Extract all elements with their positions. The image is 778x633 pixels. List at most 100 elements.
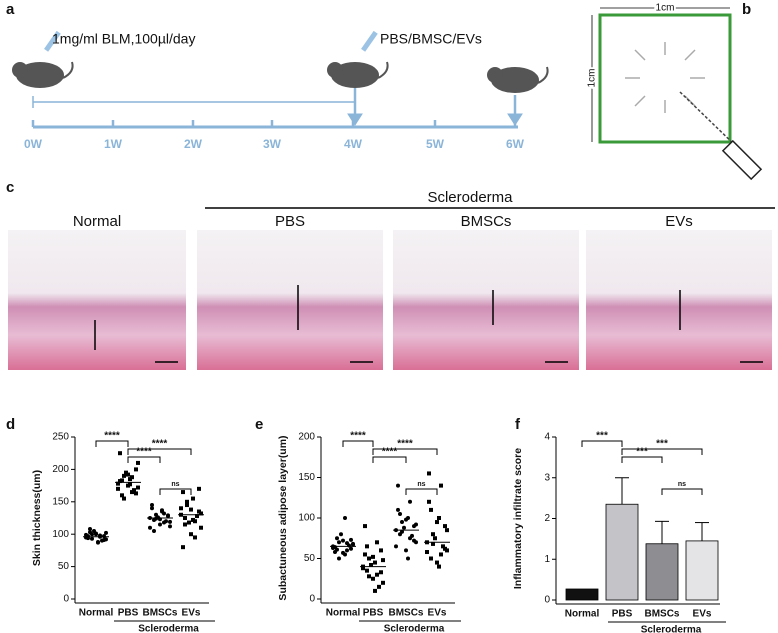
week-label: 2W (184, 137, 203, 151)
size-label: 1cm (587, 69, 598, 88)
data-point (120, 478, 124, 483)
data-point (136, 460, 140, 465)
x-tick-label: EVs (693, 609, 712, 620)
y-axis-title: Inflammatory infiltrate score (512, 448, 524, 589)
significance-label: ns (171, 481, 179, 488)
significance-bracket (159, 488, 192, 495)
significance-bracket (372, 456, 407, 463)
data-point (181, 490, 185, 495)
data-point (92, 528, 96, 533)
group-label: Scleroderma (138, 624, 199, 633)
x-tick-label: EVs (428, 608, 447, 619)
bar (565, 588, 599, 601)
significance-label: **** (104, 431, 120, 442)
data-point (363, 524, 367, 529)
data-point (116, 486, 120, 491)
treatment-label: 1mg/ml BLM,100µl/day (52, 31, 195, 47)
histology-label: EVs (665, 213, 693, 230)
data-point (162, 511, 166, 516)
data-point (122, 496, 126, 501)
y-tick-label: 2 (544, 513, 550, 524)
data-point (441, 544, 445, 549)
data-point (427, 471, 431, 476)
significance-bracket (342, 440, 374, 447)
data-point (425, 550, 429, 555)
y-tick-label: 50 (58, 561, 70, 572)
x-tick-label: BMSCs (388, 608, 423, 619)
significance-bracket (95, 440, 129, 447)
injection-square (598, 13, 732, 144)
significance-label: ns (417, 481, 425, 488)
data-point (369, 562, 373, 567)
y-axis-title: Skin thickness(um) (31, 470, 43, 566)
data-point (187, 520, 191, 525)
data-point (445, 528, 449, 533)
data-point (130, 475, 134, 480)
data-point (375, 572, 379, 577)
data-point (410, 533, 414, 538)
data-point (345, 548, 349, 553)
data-point (189, 532, 193, 537)
significance-bracket (127, 448, 192, 455)
data-point (136, 485, 140, 490)
data-point (429, 507, 433, 512)
y-tick-label: 4 (544, 432, 550, 443)
data-point (439, 483, 443, 488)
y-tick-label: 150 (298, 472, 315, 483)
data-point (367, 574, 371, 579)
data-point (150, 503, 154, 508)
data-point (361, 566, 365, 571)
data-point (90, 536, 94, 541)
x-tick-label: BMSCs (644, 609, 679, 620)
panel-label: b (742, 1, 751, 18)
week-label: 1W (104, 137, 123, 151)
data-point (197, 486, 201, 491)
data-point (379, 548, 383, 553)
data-point (406, 556, 410, 561)
y-tick-label: 3 (544, 472, 550, 483)
x-tick-label: EVs (182, 608, 201, 619)
data-point (431, 532, 435, 537)
data-point (398, 511, 402, 516)
data-point (168, 524, 172, 529)
significance-bracket (372, 448, 438, 455)
data-point (191, 517, 195, 522)
significance-bracket (127, 456, 161, 463)
x-tick-label: Normal (565, 609, 600, 620)
data-point (199, 511, 203, 516)
data-point (343, 516, 347, 520)
group-label: Scleroderma (641, 625, 702, 633)
data-point (339, 532, 343, 537)
panel-label: e (255, 416, 263, 433)
x-tick-label: PBS (612, 609, 633, 620)
data-point (150, 506, 154, 511)
data-point (435, 560, 439, 565)
significance-bracket (661, 488, 703, 495)
data-point (341, 538, 345, 543)
data-point (132, 488, 136, 493)
data-point (96, 540, 100, 545)
data-point (122, 473, 126, 478)
y-tick-label: 100 (52, 529, 69, 540)
week-label: 5W (426, 137, 445, 151)
x-tick-label: BMSCs (142, 608, 177, 619)
data-point (396, 483, 400, 488)
data-point (134, 491, 138, 496)
y-tick-label: 100 (298, 513, 315, 524)
mouse-icons (12, 30, 549, 93)
histology-label: PBS (275, 213, 305, 230)
size-label: 1cm (656, 3, 675, 14)
x-tick-label: Normal (79, 608, 114, 619)
week-label: 6W (506, 137, 525, 151)
histology-label: Normal (73, 213, 121, 230)
data-point (394, 544, 398, 549)
data-point (88, 530, 92, 535)
data-point (400, 529, 404, 534)
data-point (116, 481, 120, 486)
significance-label: *** (596, 431, 608, 442)
y-tick-label: 0 (544, 595, 550, 606)
data-point (349, 546, 353, 551)
x-tick-label: PBS (363, 608, 384, 619)
data-point (427, 499, 431, 504)
treatment-label: PBS/BMSC/EVs (380, 31, 482, 47)
